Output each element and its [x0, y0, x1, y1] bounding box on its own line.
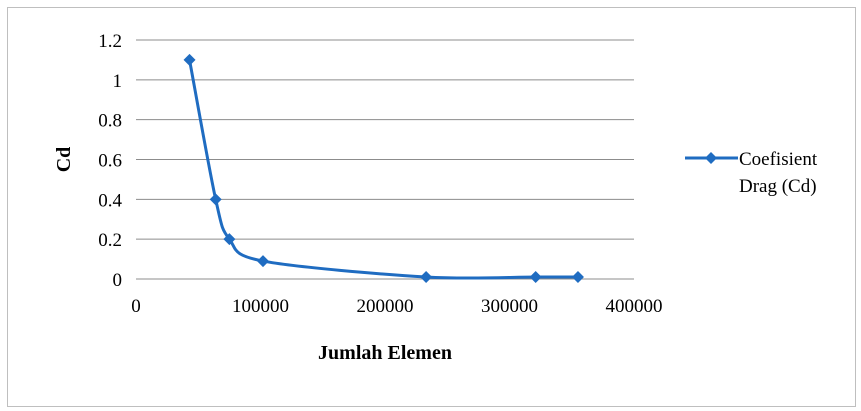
y-tick-label-3: 0.6	[98, 151, 122, 172]
data-point-4	[420, 271, 433, 284]
x-tick-label-4: 400000	[606, 296, 663, 317]
legend: Coefisient Drag (Cd)	[685, 149, 818, 197]
x-axis-ticks: 0 100000 200000 300000 400000	[131, 296, 662, 317]
y-tick-label-0: 0	[113, 270, 123, 291]
data-point-2	[223, 233, 236, 246]
x-axis-title: Jumlah Elemen	[318, 342, 452, 364]
data-point-3	[256, 255, 269, 268]
x-tick-label-3: 300000	[481, 296, 538, 317]
chart-frame: 0 0.2 0.4 0.6 0.8 1 1.2 0 100000 200000 300000 400…	[7, 7, 856, 407]
y-tick-label-6: 1.2	[98, 31, 122, 52]
series-line-cd	[188, 59, 578, 280]
legend-label-line-1: Coefisient	[739, 149, 818, 170]
y-tick-label-2: 0.4	[98, 190, 122, 211]
y-axis-ticks: 0 0.2 0.4 0.6 0.8 1 1.2	[98, 31, 122, 291]
y-tick-label-4: 0.8	[98, 111, 122, 132]
data-point-0	[183, 53, 196, 66]
data-point-6	[571, 271, 584, 284]
x-tick-label-0: 0	[131, 296, 141, 317]
y-tick-label-1: 0.2	[98, 230, 122, 251]
y-tick-label-5: 1	[113, 71, 123, 92]
x-tick-label-2: 200000	[357, 296, 414, 317]
gridlines	[136, 39, 634, 280]
chart-svg: 0 0.2 0.4 0.6 0.8 1 1.2 0 100000 200000 300000 400…	[53, 31, 818, 364]
data-point-1	[209, 193, 222, 206]
x-tick-label-1: 100000	[232, 296, 289, 317]
y-axis-title: Cd	[53, 147, 75, 173]
legend-marker	[705, 152, 717, 164]
data-point-5	[529, 271, 542, 284]
series-markers	[183, 53, 584, 284]
legend-label-line-2: Drag (Cd)	[739, 176, 817, 197]
